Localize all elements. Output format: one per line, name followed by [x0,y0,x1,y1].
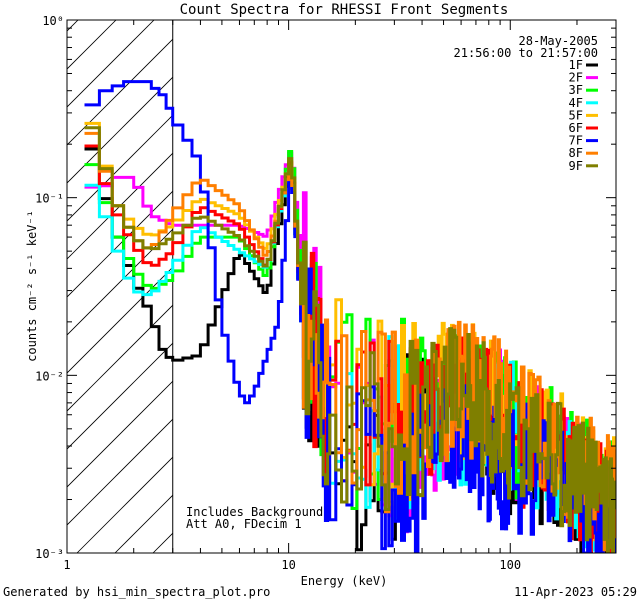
x-tick-label: 10 [281,558,295,572]
plot-frame [66,19,617,554]
date-text: 28-May-2005 [519,34,598,48]
series-line-9F [84,126,616,553]
x-tick-label: 100 [499,558,521,572]
legend-label-8F: 8F [569,146,583,160]
annotation-background: Includes Background [186,505,323,519]
time-range-text: 21:56:00 to 21:57:00 [454,46,599,60]
legend-label-4F: 4F [569,96,583,110]
legend-label-5F: 5F [569,108,583,122]
x-tick-label: 1 [63,558,70,572]
hatch-line [67,228,173,336]
hatch-line [76,456,173,553]
legend-label-2F: 2F [569,71,583,85]
hatch-line [67,20,155,108]
hatch-line [67,190,173,298]
legend-label-3F: 3F [569,83,583,97]
y-axis-label: counts cm⁻² s⁻¹ keV⁻¹ [25,210,39,362]
y-tick-label: 10⁻³ [35,547,64,561]
hatch-line [67,418,173,526]
footer-generated-by: Generated by hsi_min_spectra_plot.pro [3,585,270,599]
series-layer [84,80,616,553]
hatch-line [67,38,173,146]
x-axis-label: Energy (keV) [301,574,388,588]
axis-ticks: 1 10 100 10⁰ 10⁻¹ 10⁻² 10⁻³ [35,14,617,572]
legend-label-9F: 9F [569,159,583,173]
y-tick-label: 10⁰ [42,14,64,28]
y-tick-label: 10⁻¹ [35,192,64,206]
series-line-7F [84,80,616,553]
hatch-line [67,20,79,32]
legend-label-1F: 1F [569,58,583,72]
annotation-attenuator: Att A0, FDecim 1 [186,517,302,531]
hatch-line [67,76,173,184]
footer-timestamp: 11-Apr-2023 05:29 [514,585,637,599]
legend-label-7F: 7F [569,134,583,148]
hatch-line [67,380,173,488]
legend-label-6F: 6F [569,121,583,135]
chart-title: Count Spectra for RHESSI Front Segments [180,2,509,18]
y-tick-label: 10⁻² [35,369,64,383]
